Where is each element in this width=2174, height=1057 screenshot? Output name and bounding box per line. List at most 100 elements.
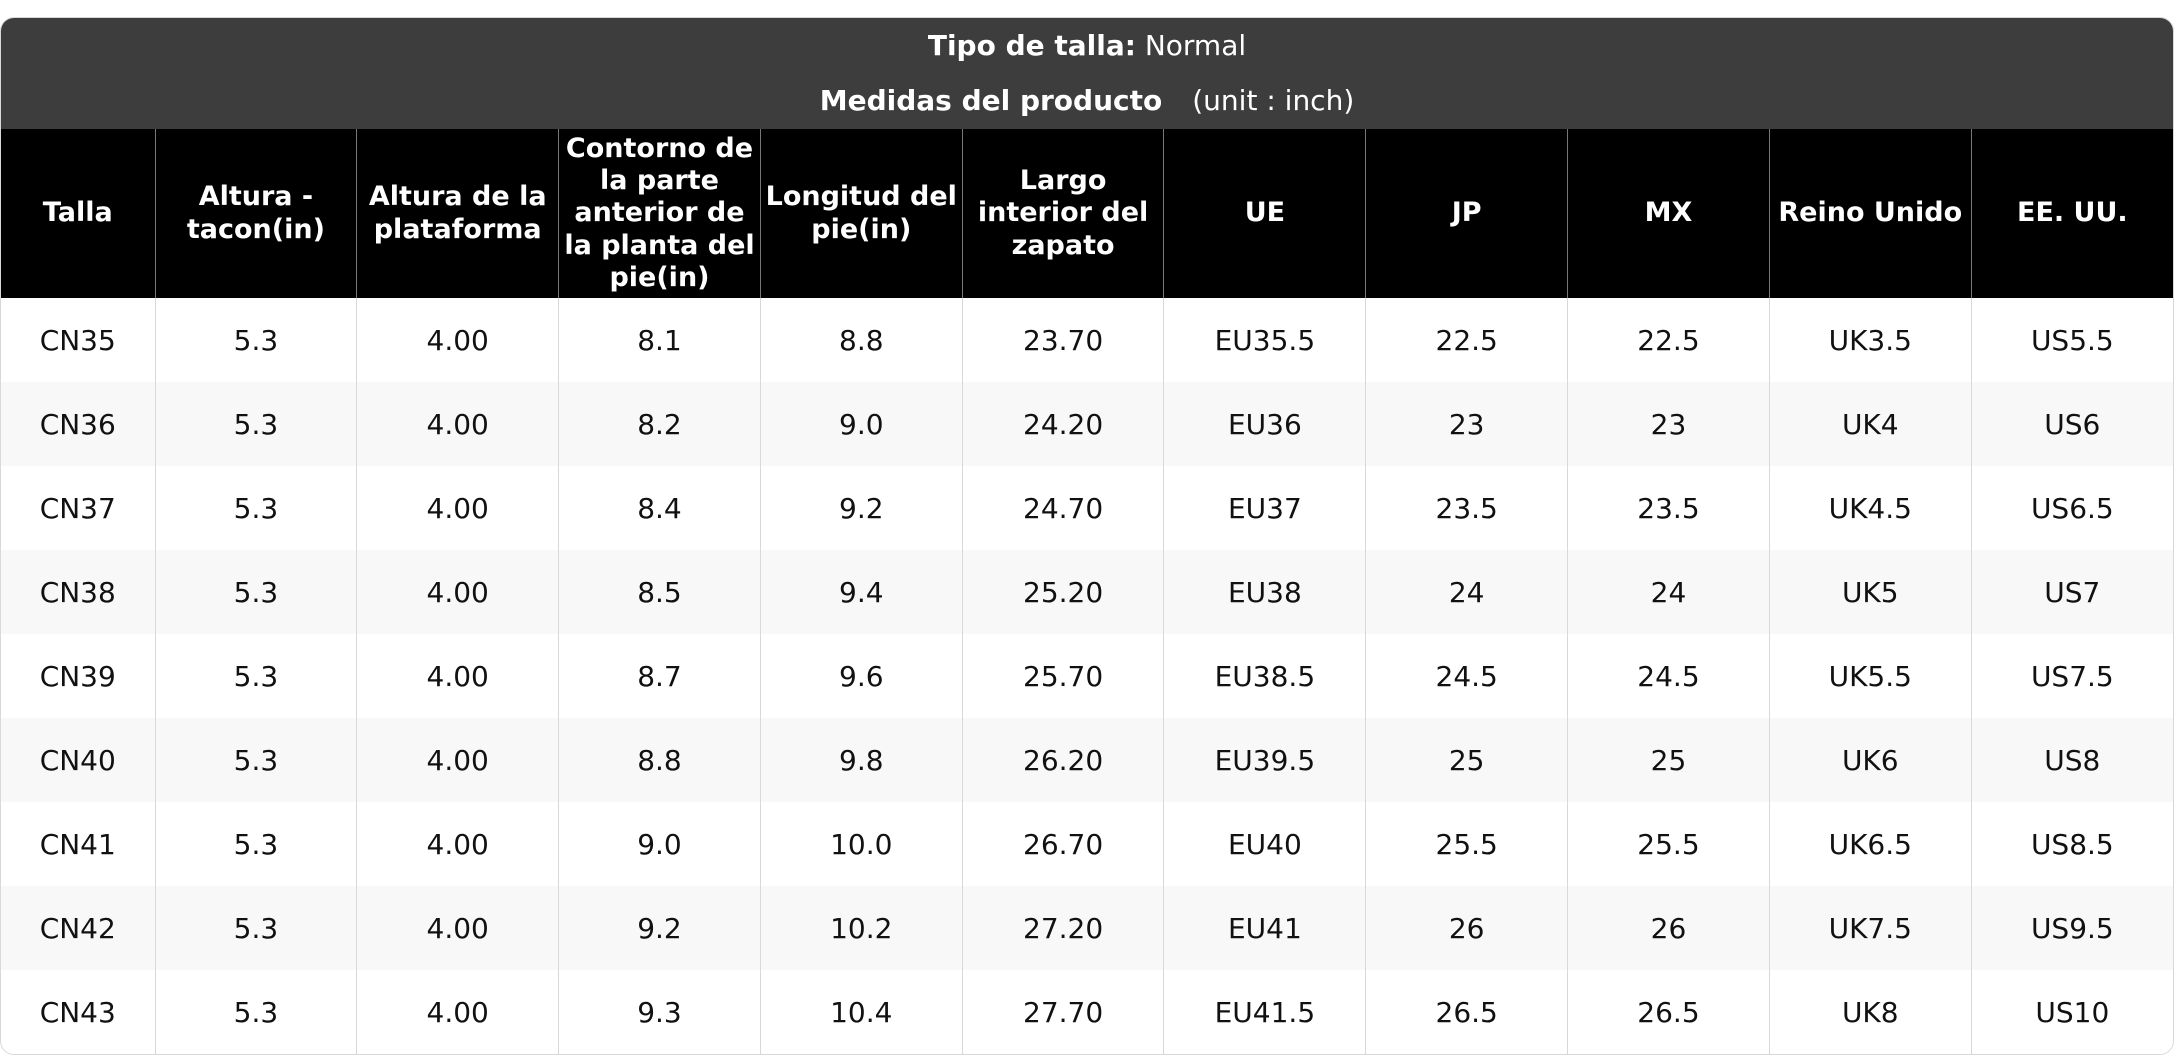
table-cell: 10.0	[759, 802, 963, 886]
size-type: Normal	[1144, 29, 1247, 62]
size-type-label: Tipo de talla:	[927, 29, 1136, 62]
table-cell: 24.5	[1567, 634, 1770, 718]
table-cell: 26.5	[1567, 970, 1770, 1054]
table-cell: 22.5	[1365, 298, 1568, 382]
column-header: EE. UU.	[1970, 129, 2173, 298]
table-cell: 8.4	[558, 466, 761, 550]
table-cell: 4.00	[356, 466, 559, 550]
table-cell: 26	[1567, 886, 1770, 970]
table-cell: UK4.5	[1768, 466, 1972, 550]
table-cell: UK5.5	[1768, 634, 1972, 718]
table-row: CN41 5.3 4.00 9.0 10.0 26.70 EU40 25.5 25.5 UK6.5…	[1, 802, 2173, 886]
table-cell: US8.5	[1970, 802, 2173, 886]
table-cell: 10.4	[759, 970, 963, 1054]
column-header: UE	[1163, 129, 1366, 298]
table-cell: EU41.5	[1163, 970, 1366, 1054]
table-cell: 24	[1567, 550, 1770, 634]
table-cell: 26.5	[1365, 970, 1568, 1054]
table-cell: 27.20	[961, 886, 1164, 970]
table-cell: 5.3	[154, 382, 357, 466]
table-cell: UK6	[1768, 718, 1972, 802]
table-row: CN39 5.3 4.00 8.7 9.6 25.70 EU38.5 24.5 24.5 UK5.…	[1, 634, 2173, 718]
table-cell: UK8	[1768, 970, 1972, 1054]
table-cell: 23.70	[961, 298, 1164, 382]
table-cell: CN42	[1, 886, 155, 970]
table-cell: CN43	[39, 995, 116, 1029]
table-cell: 24.70	[961, 466, 1164, 550]
table-cell: US7	[1970, 550, 2173, 634]
table-cell: US6	[1970, 382, 2173, 466]
table-cell: 4.00	[356, 298, 559, 382]
column-header: Altura - tacon(in)	[154, 129, 357, 298]
table-cell: 24.5	[1365, 634, 1568, 718]
table-cell: 26.20	[961, 718, 1164, 802]
table-cell: 5.3	[154, 886, 357, 970]
table-cell: UK6.5	[1768, 802, 1972, 886]
title-line: Medidas del producto (unit : inch)	[1, 73, 2173, 128]
table-cell: CN39	[39, 659, 116, 693]
table-cell: 9.3	[558, 970, 761, 1054]
table-cell: 9.2	[558, 886, 761, 970]
unit: (unit : inch)	[1192, 84, 1355, 117]
table-cell: 4.00	[356, 550, 559, 634]
table-cell: EU41	[1163, 886, 1366, 970]
table-cell: 25	[1567, 718, 1770, 802]
header-row: Talla Altura - tacon(in) Altura de la plat…	[1, 129, 2173, 298]
table-cell: 5.3	[154, 634, 357, 718]
table-cell: EU38.5	[1163, 634, 1366, 718]
table-row: CN43 5.3 4.00 9.3 10.4 27.70 EU41.5 26.5 26.5 UK8…	[1, 970, 2173, 1054]
size-table-card: Tipo de talla: Normal Medidas del produc…	[0, 17, 2174, 1055]
table-cell: 9.2	[759, 466, 963, 550]
table-cell: US7.5	[1970, 634, 2173, 718]
table-cell: 10.2	[759, 886, 963, 970]
column-header: Largo interior del zapato	[961, 129, 1164, 298]
table-cell: EU35.5	[1163, 298, 1366, 382]
table-row: CN36 5.3 4.00 8.2 9.0 24.20 EU36 23 23 UK4 US6	[1, 382, 2173, 466]
table-cell: UK3.5	[1768, 298, 1972, 382]
table-cell: 26	[1365, 886, 1568, 970]
table-cell: EU40	[1163, 802, 1366, 886]
table-cell: CN38	[1, 550, 155, 634]
table-cell: EU36	[1163, 382, 1366, 466]
table-cell: US9.5	[1970, 886, 2173, 970]
table-cell: 4.00	[356, 382, 559, 466]
table-cell: 9.0	[759, 382, 963, 466]
table-row: CN38 5.3 4.00 8.5 9.4 25.20 EU38 24 24 UK5 US7	[1, 550, 2173, 634]
table-cell: 5.3	[154, 718, 357, 802]
table-cell: 25.20	[961, 550, 1164, 634]
table-cell: 9.8	[759, 718, 963, 802]
table-cell: UK7.5	[1768, 886, 1972, 970]
table-cell: 25.5	[1567, 802, 1770, 886]
table-cell: CN40	[1, 718, 155, 802]
table-cell: EU37	[1163, 466, 1366, 550]
table-cell: 23	[1567, 382, 1770, 466]
table-cell: EU39.5	[1163, 718, 1366, 802]
table-header: Tipo de talla: Normal Medidas del produc…	[1, 18, 2173, 129]
table-cell: 9.6	[759, 634, 963, 718]
table-cell: 23.5	[1567, 466, 1770, 550]
table-cell: 4.00	[356, 802, 559, 886]
table-cell: CN36	[1, 382, 155, 466]
table-cell: 5.3	[154, 466, 357, 550]
table-cell: CN37	[39, 491, 116, 525]
table-cell: 8.5	[558, 550, 761, 634]
table-cell: 5.3	[154, 298, 357, 382]
table-cell: 5.3	[154, 550, 357, 634]
table-cell: 8.8	[759, 298, 963, 382]
table-cell: 23	[1365, 382, 1568, 466]
size-type-line: Tipo de talla: Normal	[1, 18, 2173, 73]
table-cell: 25.70	[961, 634, 1164, 718]
table-cell: 8.2	[558, 382, 761, 466]
table-cell: 4.00	[356, 634, 559, 718]
table-cell: CN35	[39, 323, 116, 357]
column-header: Talla	[1, 129, 155, 298]
table-cell: 8.8	[558, 718, 761, 802]
table-cell: 9.4	[759, 550, 963, 634]
table-cell: US10	[1970, 970, 2173, 1054]
table-cell: 26.70	[961, 802, 1164, 886]
table-cell: US8	[1970, 718, 2173, 802]
column-header: MX	[1567, 129, 1770, 298]
table-cell: 25	[1365, 718, 1568, 802]
table-row: CN42 5.3 4.00 9.2 10.2 27.20 EU41 26 26 UK7.5 US9.…	[1, 886, 2173, 970]
